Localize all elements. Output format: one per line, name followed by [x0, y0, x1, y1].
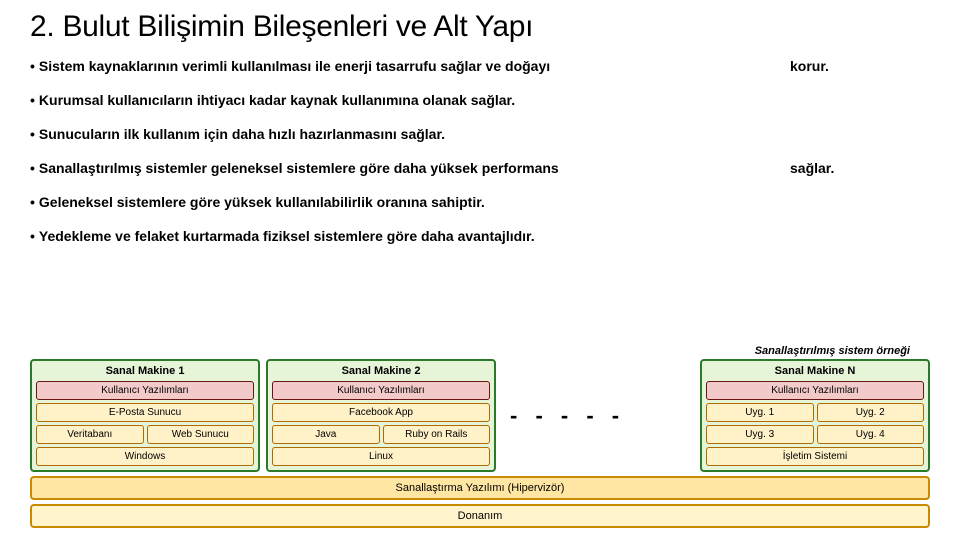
hypervisor-bar: Sanallaştırma Yazılımı (Hipervizör) — [30, 476, 930, 500]
bullet-item: • Sanallaştırılmış sistemler geleneksel … — [30, 160, 930, 176]
app-cell: Facebook App — [272, 403, 490, 422]
bullet-dot-icon: • — [30, 92, 35, 108]
bullet-dot-icon: • — [30, 58, 35, 74]
diagram-caption: Sanallaştırılmış sistem örneği — [30, 345, 930, 357]
bullet-text: Sunucuların ilk kullanım için daha hızlı… — [39, 126, 930, 142]
bullet-item: • Sistem kaynaklarının verimli kullanılm… — [30, 58, 930, 74]
hardware-bar: Donanım — [30, 504, 930, 528]
vm-box-2: Sanal Makine 2 Kullanıcı Yazılımları Fac… — [266, 359, 496, 472]
app-cell: Java — [272, 425, 380, 444]
bullet-dot-icon: • — [30, 160, 35, 176]
user-software-cell: Kullanıcı Yazılımları — [36, 381, 254, 400]
app-cell: Uyg. 2 — [817, 403, 925, 422]
os-cell: Linux — [272, 447, 490, 466]
app-cell: Web Sunucu — [147, 425, 255, 444]
app-cell: Ruby on Rails — [383, 425, 491, 444]
os-cell: İşletim Sistemi — [706, 447, 924, 466]
vm-title: Sanal Makine 2 — [272, 365, 490, 377]
vm-row: Sanal Makine 1 Kullanıcı Yazılımları E-P… — [30, 359, 930, 472]
os-cell: Windows — [36, 447, 254, 466]
app-cell: Uyg. 3 — [706, 425, 814, 444]
bullet-dot-icon: • — [30, 194, 35, 210]
bullet-suffix: sağlar. — [790, 160, 834, 176]
bullet-item: • Yedekleme ve felaket kurtarmada fiziks… — [30, 228, 930, 244]
vm-box-n: Sanal Makine N Kullanıcı Yazılımları Uyg… — [700, 359, 930, 472]
bullet-text: Geleneksel sistemlere göre yüksek kullan… — [39, 194, 930, 210]
user-software-cell: Kullanıcı Yazılımları — [706, 381, 924, 400]
bullet-text: Yedekleme ve felaket kurtarmada fiziksel… — [39, 228, 930, 244]
app-cell: Uyg. 4 — [817, 425, 925, 444]
app-cell: E-Posta Sunucu — [36, 403, 254, 422]
bullet-suffix: korur. — [790, 58, 829, 74]
vm-box-1: Sanal Makine 1 Kullanıcı Yazılımları E-P… — [30, 359, 260, 472]
user-software-cell: Kullanıcı Yazılımları — [272, 381, 490, 400]
vm-title: Sanal Makine 1 — [36, 365, 254, 377]
bullet-dot-icon: • — [30, 228, 35, 244]
bullet-item: • Geleneksel sistemlere göre yüksek kull… — [30, 194, 930, 210]
vm-title: Sanal Makine N — [706, 365, 924, 377]
app-cell: Uyg. 1 — [706, 403, 814, 422]
app-cell: Veritabanı — [36, 425, 144, 444]
virtualization-diagram: Sanallaştırılmış sistem örneği Sanal Mak… — [30, 345, 930, 532]
bullet-item: • Kurumsal kullanıcıların ihtiyacı kadar… — [30, 92, 930, 108]
slide-title: 2. Bulut Bilişimin Bileşenleri ve Alt Ya… — [30, 10, 930, 44]
bullet-text: Kurumsal kullanıcıların ihtiyacı kadar k… — [39, 92, 930, 108]
bullet-item: • Sunucuların ilk kullanım için daha hız… — [30, 126, 930, 142]
ellipsis-icon: - - - - - — [502, 403, 633, 429]
bullet-list: • Sistem kaynaklarının verimli kullanılm… — [30, 58, 930, 244]
bullet-dot-icon: • — [30, 126, 35, 142]
